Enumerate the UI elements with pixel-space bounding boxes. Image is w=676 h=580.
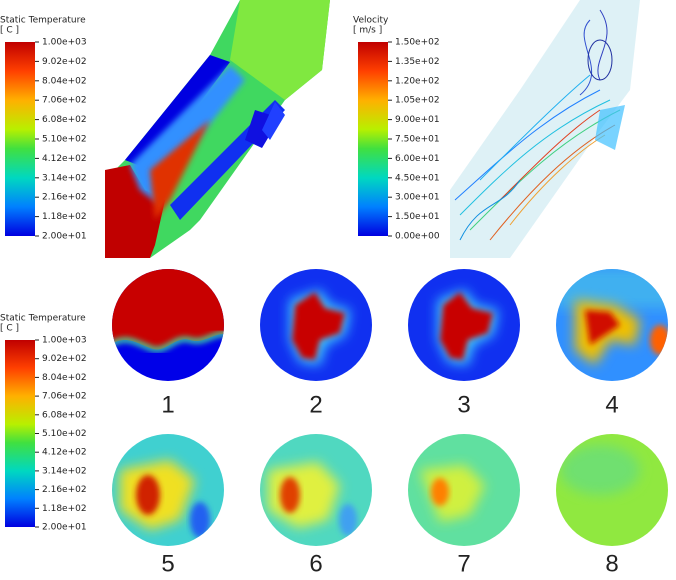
colorbar — [5, 42, 35, 236]
panel-number: 5 — [161, 550, 174, 576]
colorbar-tick-label: 5.10e+02 — [42, 135, 87, 145]
colorbar-tick-label: 1.05e+02 — [395, 96, 440, 106]
colorbar-tick-label: 1.20e+02 — [395, 76, 440, 86]
colorbar — [5, 340, 35, 527]
panel-labels: 1 2 3 4 5 6 7 8 — [161, 391, 618, 577]
colorbar-tick-label: 3.14e+02 — [42, 466, 87, 476]
colorbar-tick-label: 1.18e+02 — [42, 212, 87, 222]
colorbar-title: Static Temperature — [0, 314, 86, 324]
temperature-contour — [105, 0, 330, 258]
colorbars: Static Temperature[ C ]1.00e+039.02e+028… — [0, 16, 440, 533]
colorbar-tick-label: 3.00e+01 — [395, 193, 440, 203]
colorbar-tick-label: 4.12e+02 — [42, 448, 87, 458]
colorbar-tick-label: 6.08e+02 — [42, 410, 87, 420]
colorbar-unit: [ m/s ] — [353, 26, 382, 36]
panel-number: 1 — [161, 391, 174, 418]
colorbar-tick-label: 6.08e+02 — [42, 115, 87, 125]
colorbar-tick-label: 1.35e+02 — [395, 57, 440, 67]
colorbar-title: Static Temperature — [0, 16, 86, 26]
colorbar-tick-label: 7.06e+02 — [42, 392, 87, 402]
colorbar-tick-label: 9.02e+02 — [42, 57, 87, 67]
colorbar-tick-label: 6.00e+01 — [395, 154, 440, 164]
colorbar-tick-label: 2.00e+01 — [42, 232, 87, 242]
cross-sections — [112, 269, 668, 546]
panel-number: 4 — [605, 391, 618, 418]
colorbar-tick-label: 4.50e+01 — [395, 173, 440, 183]
colorbar-tick-label: 1.50e+02 — [395, 38, 440, 48]
panel-number: 7 — [457, 550, 470, 576]
panel-number: 8 — [605, 550, 618, 576]
colorbar-tick-label: 1.18e+02 — [42, 504, 87, 514]
colorbar-title: Velocity — [353, 16, 389, 26]
colorbar-tick-label: 1.00e+03 — [42, 38, 87, 48]
panel-number: 6 — [309, 550, 322, 576]
colorbar-tick-label: 8.04e+02 — [42, 76, 87, 86]
colorbar-tick-label: 7.06e+02 — [42, 96, 87, 106]
colorbar-tick-label: 2.16e+02 — [42, 485, 87, 495]
colorbar-tick-label: 2.00e+01 — [42, 523, 87, 533]
colorbar — [358, 42, 388, 236]
colorbar-unit: [ C ] — [0, 324, 19, 334]
colorbar-tick-label: 0.00e+00 — [395, 232, 440, 242]
panel-number: 3 — [457, 391, 470, 418]
colorbar-tick-label: 7.50e+01 — [395, 135, 440, 145]
colorbar-tick-label: 5.10e+02 — [42, 429, 87, 439]
colorbar-tick-label: 4.12e+02 — [42, 154, 87, 164]
colorbar-tick-label: 1.00e+03 — [42, 336, 87, 346]
colorbar-tick-label: 1.50e+01 — [395, 212, 440, 222]
colorbar-tick-label: 9.00e+01 — [395, 115, 440, 125]
colorbar-tick-label: 3.14e+02 — [42, 173, 87, 183]
colorbar-tick-label: 9.02e+02 — [42, 354, 87, 364]
colorbar-tick-label: 2.16e+02 — [42, 193, 87, 203]
panel-number: 2 — [309, 391, 322, 418]
colorbar-tick-label: 8.04e+02 — [42, 373, 87, 383]
colorbar-unit: [ C ] — [0, 26, 19, 36]
velocity-streamlines — [450, 0, 640, 258]
